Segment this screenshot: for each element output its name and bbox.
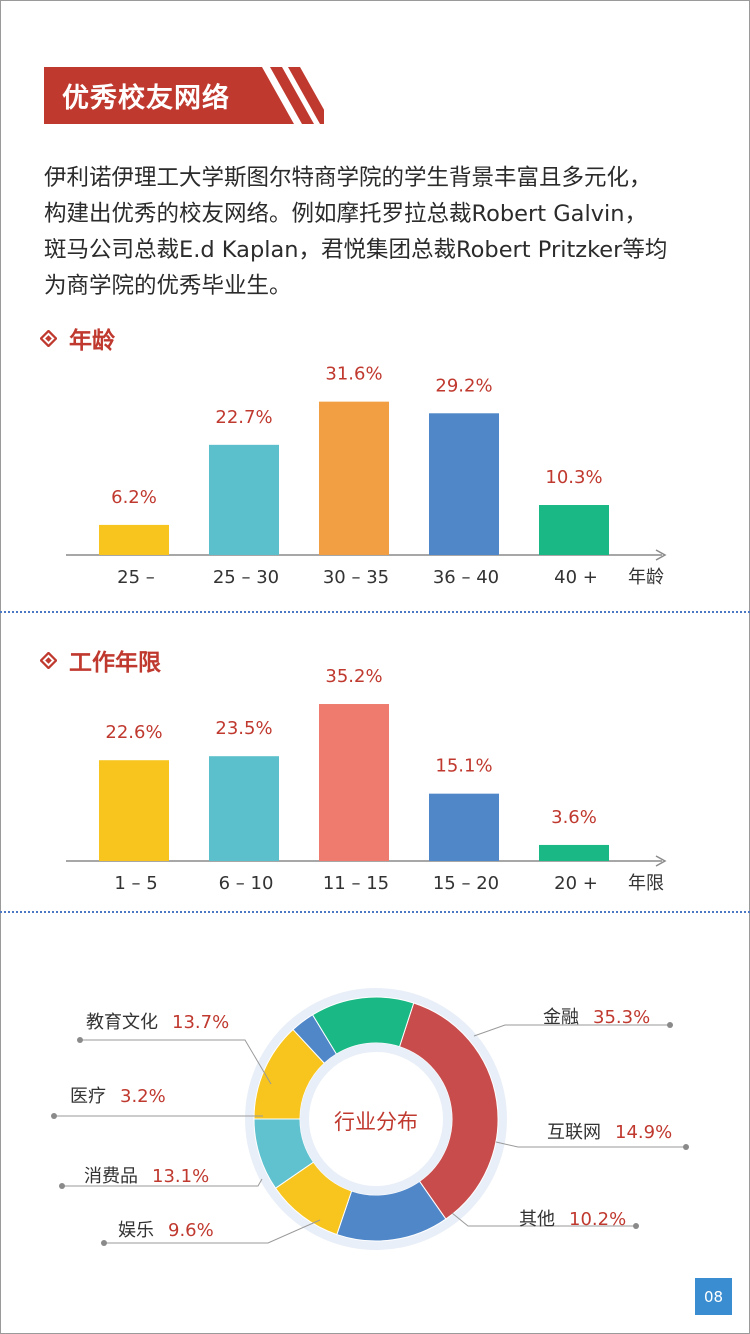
x-tick-label: 36 – 40 <box>433 567 499 588</box>
leader-line <box>62 1178 263 1187</box>
donut-center-title: 行业分布 <box>334 1110 418 1134</box>
x-axis-label: 年限 <box>628 873 664 894</box>
slice-percent: 3.2% <box>120 1086 166 1107</box>
bar-value-label: 23.5% <box>215 718 272 739</box>
leader-line <box>473 1024 670 1037</box>
leader-dot <box>101 1240 107 1246</box>
bar-value-label: 6.2% <box>111 487 157 508</box>
slice-percent: 35.3% <box>593 1007 651 1028</box>
donut-label-entertainment: 娱乐 9.6% <box>118 1216 214 1242</box>
bar <box>539 505 609 555</box>
x-tick-label: 25 – 30 <box>213 567 279 588</box>
leader-dot <box>683 1144 689 1150</box>
section-divider <box>0 611 750 613</box>
donut-label-internet: 互联网 14.9% <box>547 1118 672 1144</box>
diamond-icon <box>40 329 57 347</box>
page-number-badge: 08 <box>695 1278 732 1315</box>
diamond-icon <box>40 651 57 669</box>
bar-value-label: 15.1% <box>435 756 492 777</box>
slice-percent: 14.9% <box>615 1122 673 1143</box>
bar <box>429 793 499 861</box>
section-title-age: 年龄 <box>69 328 115 354</box>
section-header-work: 工作年限 <box>40 643 161 677</box>
bar <box>99 524 169 555</box>
slice-name: 教育文化 <box>86 1012 158 1033</box>
bar <box>539 844 609 861</box>
x-tick-label: 20 + <box>554 873 598 894</box>
leader-dot <box>633 1223 639 1229</box>
section-header-age: 年龄 <box>40 321 115 355</box>
work-years-bar-chart: 22.6% 1 – 5 23.5% 6 – 10 35.2% 11 – 15 15.1% 15… <box>66 666 667 894</box>
title-banner <box>44 67 324 124</box>
leader-line <box>451 1212 636 1227</box>
leader-dot <box>51 1113 57 1119</box>
slice-percent: 13.1% <box>152 1166 210 1187</box>
donut-label-finance: 金融 35.3% <box>543 1003 650 1029</box>
x-tick-label: 15 – 20 <box>433 873 499 894</box>
intro-line: 为商学院的优秀毕业生。 <box>44 273 292 299</box>
donut-label-medical: 医疗 3.2% <box>70 1082 166 1108</box>
slice-name: 娱乐 <box>118 1220 154 1241</box>
intro-line: 构建出优秀的校友网络。例如摩托罗拉总裁Robert Galvin， <box>44 201 648 227</box>
page-title: 优秀校友网络 <box>62 83 230 114</box>
bar-value-label: 31.6% <box>325 364 382 385</box>
bar-value-label: 10.3% <box>545 467 602 488</box>
axis-arrow-icon <box>655 549 667 561</box>
x-tick-label: 25 – <box>117 567 155 588</box>
bar <box>429 413 499 555</box>
bar <box>209 444 279 555</box>
section-title-work: 工作年限 <box>69 650 161 676</box>
age-bar-chart: 6.2% 25 – 22.7% 25 – 30 31.6% 30 – 35 29.2% 36 … <box>66 364 667 588</box>
x-tick-label: 1 – 5 <box>114 873 157 894</box>
slice-name: 消费品 <box>84 1166 138 1187</box>
leader-dot <box>59 1183 65 1189</box>
x-tick-label: 6 – 10 <box>219 873 274 894</box>
bar <box>319 704 389 861</box>
axis-arrow-icon <box>655 855 667 867</box>
intro-line: 斑马公司总裁E.d Kaplan，君悦集团总裁Robert Pritzker等均 <box>44 237 668 263</box>
bar-value-label: 29.2% <box>435 375 492 396</box>
slice-name: 其他 <box>519 1209 555 1230</box>
bar <box>99 760 169 861</box>
x-tick-label: 40 + <box>554 567 598 588</box>
bar-value-label: 3.6% <box>551 807 597 828</box>
leader-dot <box>77 1037 83 1043</box>
bar <box>209 756 279 861</box>
donut-label-other: 其他 10.2% <box>519 1205 626 1231</box>
leader-dot <box>667 1022 673 1028</box>
x-axis-label: 年龄 <box>628 567 664 588</box>
leader-line <box>80 1039 272 1085</box>
intro-line: 伊利诺伊理工大学斯图尔特商学院的学生背景丰富且多元化， <box>44 165 652 191</box>
intro-paragraph: 伊利诺伊理工大学斯图尔特商学院的学生背景丰富且多元化， 构建出优秀的校友网络。例… <box>44 160 724 304</box>
donut-label-consumer: 消费品 13.1% <box>84 1162 209 1188</box>
donut-label-edu: 教育文化 13.7% <box>86 1008 229 1034</box>
slice-name: 互联网 <box>547 1122 601 1143</box>
leader-line <box>495 1141 686 1148</box>
slice-percent: 9.6% <box>168 1220 214 1241</box>
donut-hole <box>309 1052 443 1186</box>
x-tick-label: 30 – 35 <box>323 567 389 588</box>
section-divider <box>0 911 750 913</box>
bar-value-label: 22.7% <box>215 407 272 428</box>
bar-value-label: 22.6% <box>105 722 162 743</box>
slice-percent: 13.7% <box>172 1012 230 1033</box>
bar-value-label: 35.2% <box>325 666 382 687</box>
x-tick-label: 11 – 15 <box>323 873 389 894</box>
slice-name: 医疗 <box>70 1086 106 1107</box>
slice-name: 金融 <box>543 1007 579 1028</box>
industry-donut-chart <box>51 988 689 1250</box>
bar <box>319 401 389 555</box>
leader-line <box>104 1219 321 1244</box>
slice-percent: 10.2% <box>569 1209 627 1230</box>
